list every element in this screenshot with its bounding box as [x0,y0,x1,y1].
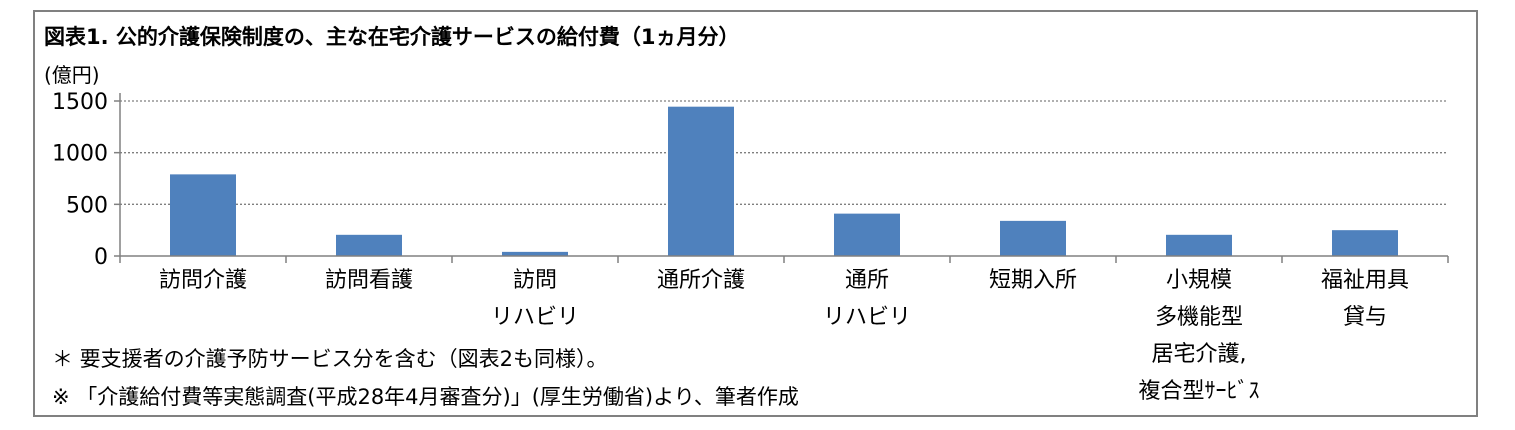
x-category-label: 通所 リハビリ [822,268,911,330]
y-axis-unit-label: (億円) [44,63,100,87]
x-category-label: 訪問介護 [158,268,247,293]
footnote-source: ※ 「介護給付費等実態調査(平成28年4月審査分)」(厚生労働省)より、筆者作成 [52,385,799,409]
bar [1166,234,1232,256]
bar [502,251,568,256]
axes [119,93,1449,263]
bars [170,106,1398,256]
chart-title: 図表1. 公的介護保険制度の、主な在宅介護サービスの給付費（1ヵ月分） [44,25,740,49]
bar [1000,220,1066,256]
footnote-asterisk: ＊ 要支援者の介護予防サービス分を含む（図表2も同様）。 [52,347,608,371]
x-category-label: 短期入所 [988,268,1077,293]
bar [336,234,402,256]
bar [170,174,236,256]
y-tick-labels: 0 500 1000 1500 [52,90,120,270]
gridlines [120,100,1448,205]
x-category-label: 訪問 リハビリ [490,268,579,330]
y-tick-label: 1000 [52,142,108,167]
x-category-label: 小規模 多機能型 居宅介護, 複合型ｻｰﾋﾞｽ [1138,268,1260,404]
chart-frame [33,10,1478,417]
x-category-label: 福祉用具 貸与 [1320,268,1409,330]
y-tick-label: 500 [66,193,108,218]
bar [1332,230,1398,256]
y-tick-label: 0 [94,245,108,270]
x-category-label: 通所介護 [656,268,745,293]
bar [834,213,900,256]
y-tick-label: 1500 [52,90,108,115]
x-category-label: 訪問看護 [324,268,413,293]
bar [668,106,734,256]
